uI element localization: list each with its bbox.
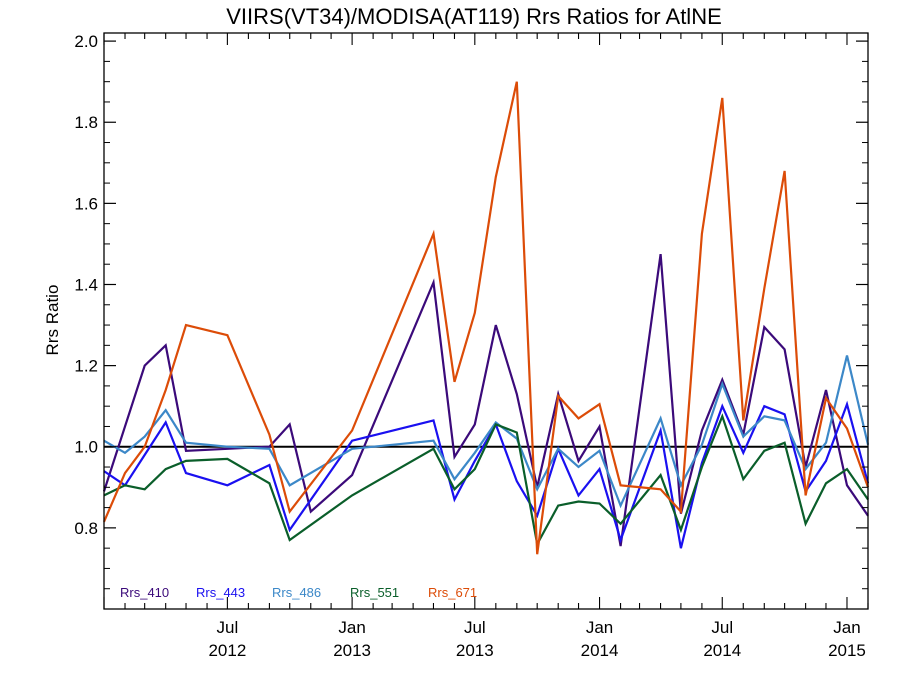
legend-label-rrs-443: Rrs_443 [196,585,245,600]
legend-label-rrs-410: Rrs_410 [120,585,169,600]
axes: 0.8 1.0 1.2 1.4 1.6 1.8 2.0 Jul 2012 Jan 2013 Jul 20… [74,32,869,660]
y-tick-label: 1.4 [74,275,98,294]
y-tick-label: 1.0 [74,438,98,457]
legend: Rrs_410 Rrs_443 Rrs_486 Rrs_551 Rrs_671 [120,585,477,600]
x-tick-label: 2012 [208,641,246,660]
legend-label-rrs-671: Rrs_671 [428,585,477,600]
plot-frame [103,32,869,610]
x-tick-label: 2014 [581,641,619,660]
x-tick-label: Jan [338,618,365,637]
legend-label-rrs-486: Rrs_486 [272,585,321,600]
y-tick-label: 1.8 [74,113,98,132]
series-layer [102,81,870,555]
series-line-rrs-551 [103,413,869,548]
series-line-rrs-671 [102,81,870,555]
x-tick-label: 2013 [456,641,494,660]
y-tick-label: 2.0 [74,32,98,51]
x-tick-label: Jul [464,618,486,637]
y-axis-label: Rrs Ratio [43,285,62,356]
x-tick-label: Jul [217,618,239,637]
y-tick-label: 0.8 [74,519,98,538]
x-tick-label: 2013 [333,641,371,660]
x-tick-label: 2014 [703,641,741,660]
y-tick-label: 1.6 [74,194,98,213]
series-line-rrs-410 [102,253,869,547]
x-tick-label: Jan [833,618,860,637]
y-tick-label: 1.2 [74,357,98,376]
chart-title: VIIRS(VT34)/MODISA(AT119) Rrs Ratios for… [226,4,722,29]
x-tick-label: 2015 [828,641,866,660]
x-tick-label: Jan [586,618,613,637]
x-tick-label: Jul [711,618,733,637]
legend-label-rrs-551: Rrs_551 [350,585,399,600]
